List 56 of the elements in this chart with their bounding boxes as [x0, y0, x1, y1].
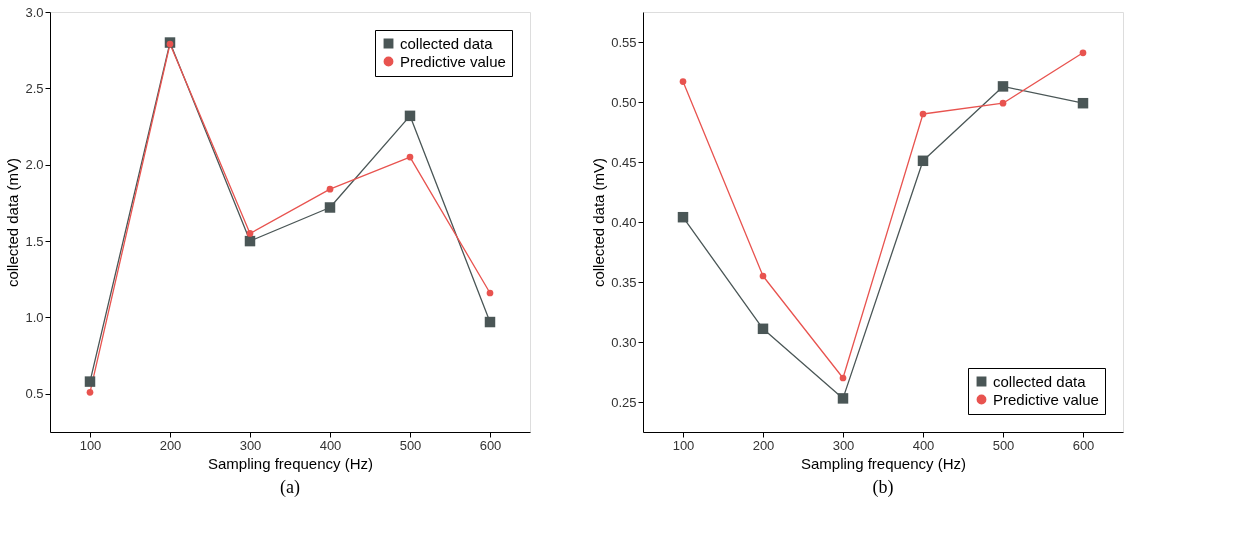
point — [1077, 97, 1089, 109]
point — [757, 323, 769, 335]
y-tick-label: 2.0 — [25, 157, 44, 173]
point — [677, 211, 689, 223]
legend-label: Predictive value — [400, 52, 506, 70]
x-tick-label: 300 — [832, 437, 855, 453]
point — [999, 99, 1007, 107]
point — [86, 388, 94, 396]
y-axis-title: collected data (mV) — [4, 157, 22, 288]
y-tick-label: 0.40 — [611, 214, 637, 230]
x-tick-label: 300 — [239, 437, 262, 453]
y-tick-label: 0.5 — [25, 386, 44, 402]
point — [759, 272, 767, 280]
point — [997, 81, 1009, 92]
x-tick-label: 200 — [752, 437, 775, 453]
y-tick-label: 0.25 — [611, 394, 637, 410]
legend-label: collected data — [993, 372, 1087, 390]
point — [917, 155, 929, 167]
x-tick-label: 500 — [992, 437, 1015, 453]
x-tick-label: 500 — [399, 437, 422, 453]
point — [1079, 49, 1087, 57]
point — [404, 110, 416, 122]
point — [484, 316, 496, 328]
point — [679, 78, 687, 85]
x-tick-label: 100 — [672, 437, 695, 453]
y-axis-title: collected data (mV) — [590, 157, 608, 288]
point — [324, 202, 336, 213]
point — [326, 185, 334, 193]
point — [919, 110, 927, 118]
point — [486, 289, 494, 297]
y-tick-label: 0.35 — [611, 274, 637, 290]
y-tick-label: 3.0 — [25, 4, 44, 20]
point — [246, 230, 254, 237]
y-tick-label: 1.0 — [25, 309, 44, 325]
y-tick-label: 0.45 — [611, 154, 637, 170]
text: (a) — [280, 477, 300, 498]
text: (b) — [872, 477, 894, 498]
legend-label: collected data — [400, 34, 494, 52]
x-axis-title: Sampling frequency (Hz) — [800, 454, 967, 472]
point — [84, 376, 96, 387]
x-tick-label: 600 — [1072, 437, 1095, 453]
x-tick-label: 200 — [159, 437, 182, 453]
y-tick-label: 2.5 — [25, 80, 44, 96]
y-tick-label: 1.5 — [25, 233, 44, 249]
x-tick-label: 100 — [79, 437, 102, 453]
y-tick-label: 0.55 — [611, 34, 637, 50]
x-tick-label: 400 — [912, 437, 935, 453]
x-axis-title: Sampling frequency (Hz) — [207, 454, 374, 472]
y-tick-label: 0.30 — [611, 334, 637, 350]
y-tick-label: 0.50 — [611, 94, 637, 110]
point — [406, 153, 414, 161]
legend-label: Predictive value — [993, 390, 1099, 408]
point — [837, 393, 849, 404]
x-tick-label: 600 — [479, 437, 502, 453]
x-tick-label: 400 — [319, 437, 342, 453]
point — [839, 374, 847, 382]
